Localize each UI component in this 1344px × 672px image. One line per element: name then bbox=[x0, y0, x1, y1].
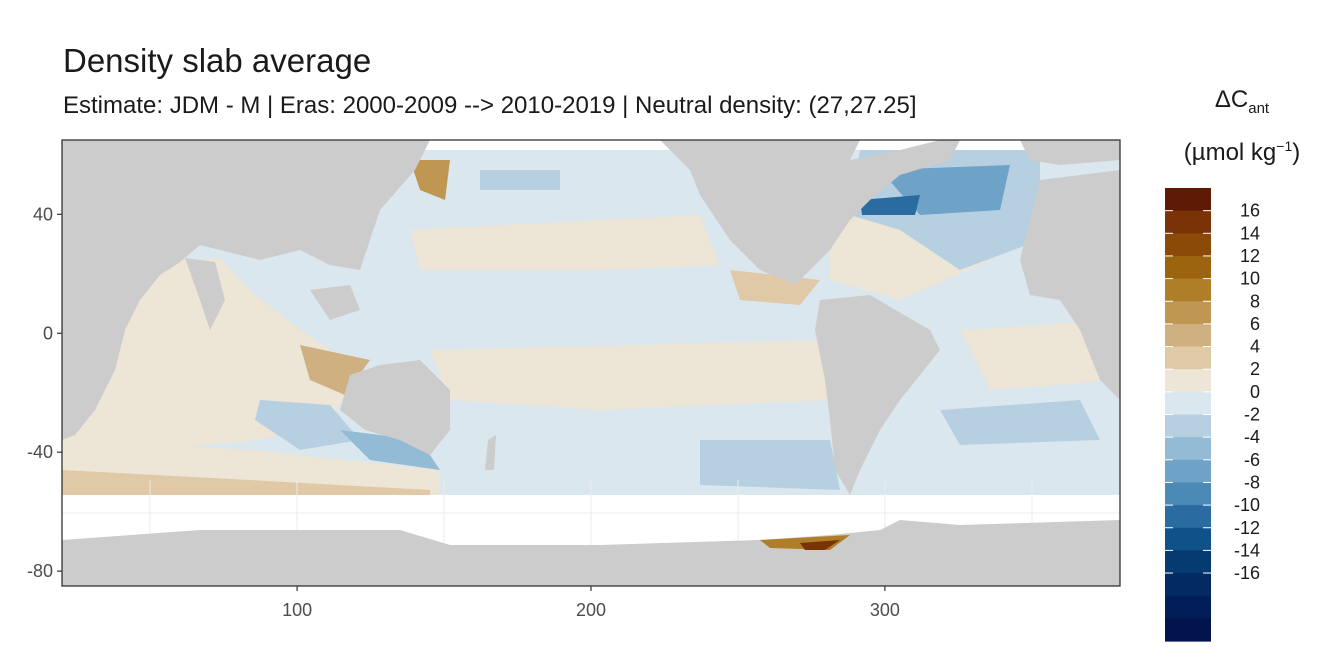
north-pacific-positive bbox=[410, 215, 720, 270]
legend-title-main: ΔC bbox=[1214, 86, 1249, 113]
legend-color-bin bbox=[1165, 346, 1211, 370]
legend-label: 6 bbox=[1250, 314, 1260, 334]
greenland bbox=[1020, 140, 1120, 165]
legend-unit-sup: −1 bbox=[1276, 138, 1293, 154]
x-tick-label: 100 bbox=[282, 600, 312, 620]
legend-color-bin bbox=[1165, 595, 1211, 619]
legend-label: 2 bbox=[1250, 359, 1260, 379]
se-asia-islands bbox=[310, 285, 360, 320]
legend-label: -4 bbox=[1244, 427, 1260, 447]
legend-label: 4 bbox=[1250, 337, 1260, 357]
legend-color-bin bbox=[1165, 414, 1211, 438]
map-layer bbox=[62, 140, 1120, 586]
legend-color-bin bbox=[1165, 301, 1211, 325]
legend-color-bin bbox=[1165, 255, 1211, 280]
legend-label: 0 bbox=[1250, 382, 1260, 402]
legend-unit: (µmol kg−1) bbox=[1160, 138, 1324, 167]
africa-eurasia bbox=[62, 140, 430, 440]
se-indian-negative bbox=[255, 400, 360, 450]
legend-label: -14 bbox=[1234, 540, 1260, 560]
southern-band-positive-2 bbox=[62, 470, 430, 495]
legend-colorbar bbox=[1165, 188, 1211, 642]
y-tick-label: 40 bbox=[33, 204, 53, 224]
legend-label: -2 bbox=[1244, 405, 1260, 425]
south-atlantic-positive bbox=[960, 320, 1120, 390]
south-america bbox=[815, 295, 940, 495]
legend-label: -10 bbox=[1234, 495, 1260, 515]
legend-color-bin bbox=[1165, 550, 1211, 574]
legend-label: 12 bbox=[1240, 246, 1260, 266]
legend-title: ΔCant bbox=[1172, 86, 1312, 117]
legend-unit-open: (µmol kg bbox=[1183, 139, 1277, 166]
bellingshausen-strong-positive bbox=[800, 540, 840, 550]
plot-title: Density slab average bbox=[63, 42, 372, 79]
plot-subtitle: Estimate: JDM - M | Eras: 2000-2009 --> … bbox=[63, 92, 917, 119]
legend-color-bin bbox=[1165, 482, 1211, 506]
x-tick-label: 200 bbox=[576, 600, 606, 620]
north-america bbox=[660, 140, 960, 285]
europe-africa bbox=[1020, 170, 1120, 400]
legend-label: 8 bbox=[1250, 291, 1260, 311]
australia bbox=[340, 360, 450, 455]
legend-color-bin bbox=[1165, 505, 1211, 529]
legend-label: 16 bbox=[1240, 201, 1260, 221]
legend-label: -6 bbox=[1244, 450, 1260, 470]
legend-label: -12 bbox=[1234, 518, 1260, 538]
land bbox=[62, 140, 1120, 586]
x-tick-label: 300 bbox=[870, 600, 900, 620]
legend-color-bin bbox=[1165, 391, 1211, 416]
legend-color-bin bbox=[1165, 323, 1211, 348]
legend-label: -8 bbox=[1244, 472, 1260, 492]
y-tick-label: 0 bbox=[43, 323, 53, 343]
legend-title-sub: ant bbox=[1248, 99, 1270, 117]
legend-label: 14 bbox=[1240, 223, 1260, 243]
legend-color-bin bbox=[1165, 188, 1211, 212]
legend-color-bin bbox=[1165, 573, 1211, 597]
legend-color-bin bbox=[1165, 233, 1211, 257]
antarctica bbox=[62, 520, 1120, 586]
south-pacific-positive bbox=[430, 340, 830, 410]
y-tick-label: -80 bbox=[27, 561, 53, 581]
legend-color-bin bbox=[1165, 369, 1211, 393]
legend-color-bin bbox=[1165, 459, 1211, 484]
new-zealand bbox=[485, 435, 496, 470]
legend-label: 10 bbox=[1240, 269, 1260, 289]
y-axis: 40 0 -40 -80 bbox=[27, 204, 62, 581]
south-atlantic-negative bbox=[940, 400, 1100, 445]
y-tick-label: -40 bbox=[27, 442, 53, 462]
legend-color-bin bbox=[1165, 618, 1211, 642]
nw-pacific-negative bbox=[480, 170, 560, 190]
legend-color-bin bbox=[1165, 437, 1211, 461]
legend-color-bin bbox=[1165, 278, 1211, 302]
legend-unit-close: ) bbox=[1292, 139, 1301, 166]
south-pacific-negative bbox=[700, 440, 840, 490]
legend-color-bin bbox=[1165, 527, 1211, 551]
okhotsk-positive bbox=[410, 160, 450, 200]
labrador-negative bbox=[860, 195, 920, 215]
x-axis: 100 200 300 bbox=[282, 586, 900, 620]
india bbox=[185, 258, 225, 330]
legend-color-bin bbox=[1165, 210, 1211, 234]
legend-label: -16 bbox=[1234, 563, 1260, 583]
